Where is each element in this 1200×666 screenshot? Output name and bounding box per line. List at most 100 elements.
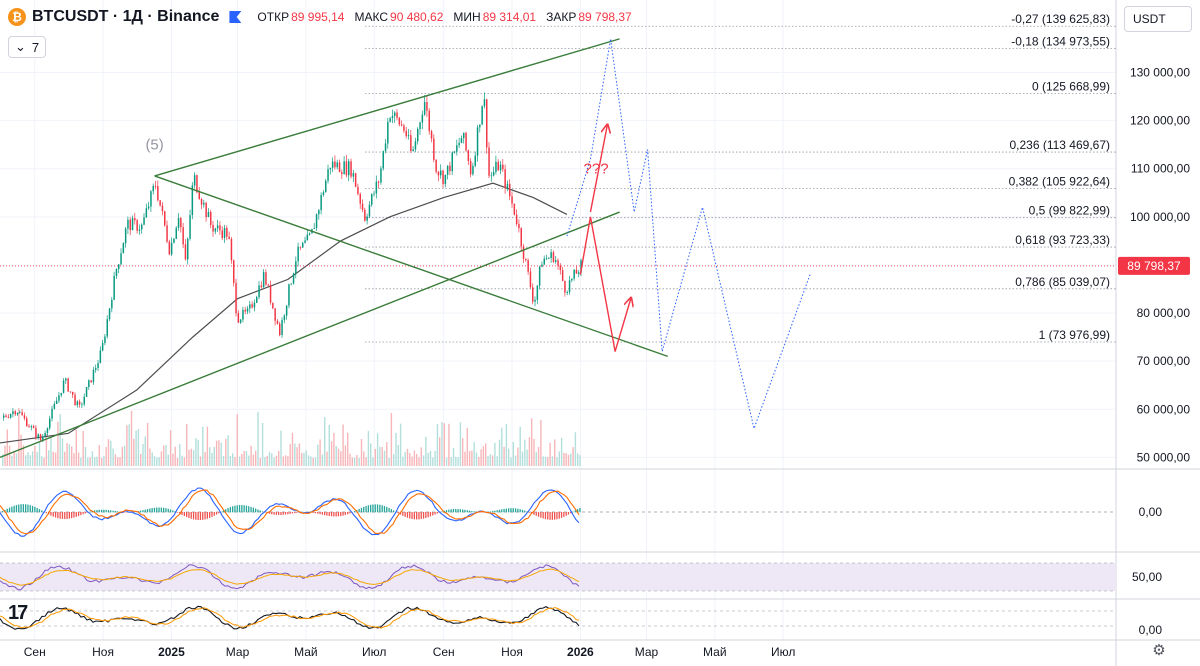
candle-body bbox=[5, 415, 7, 417]
volume-bar bbox=[420, 447, 422, 466]
histogram-bar bbox=[94, 510, 96, 513]
volume-bar bbox=[395, 432, 397, 466]
histogram-bar bbox=[342, 512, 344, 516]
volume-bar bbox=[551, 456, 554, 466]
volume-bar bbox=[524, 439, 526, 466]
histogram-bar bbox=[411, 512, 413, 520]
candle-body bbox=[465, 132, 467, 151]
histogram-bar bbox=[558, 512, 560, 519]
histogram-bar bbox=[353, 511, 356, 513]
forecast-blue-path bbox=[566, 38, 811, 431]
fib-level-label: 0,618 (93 723,33) bbox=[1015, 233, 1110, 247]
histogram-bar bbox=[340, 512, 342, 517]
histogram-bar bbox=[100, 509, 103, 513]
volume-bar bbox=[416, 454, 418, 466]
histogram-bar bbox=[234, 505, 236, 513]
histogram-bar bbox=[549, 512, 551, 520]
histogram-bar bbox=[190, 512, 192, 519]
candle-body bbox=[104, 336, 106, 344]
histogram-bar bbox=[383, 505, 386, 513]
candle-body bbox=[469, 160, 472, 175]
chart-annotation: ??? bbox=[584, 161, 609, 178]
histogram-bar bbox=[533, 512, 535, 515]
histogram-bar bbox=[471, 511, 473, 513]
histogram-bar bbox=[156, 507, 158, 513]
volume-bar bbox=[142, 443, 144, 466]
candle-body bbox=[60, 392, 62, 396]
volume-bar bbox=[261, 422, 264, 466]
candle-body bbox=[193, 175, 196, 186]
fib-level-label: 0,786 (85 039,07) bbox=[1015, 275, 1110, 289]
histogram-bar bbox=[517, 508, 519, 513]
candle-body bbox=[173, 238, 175, 243]
candle-body bbox=[463, 132, 465, 139]
candle-body bbox=[226, 227, 228, 237]
volume-bar bbox=[317, 444, 319, 466]
histogram-bar bbox=[540, 512, 542, 518]
volume-bar bbox=[112, 448, 114, 466]
candle-body bbox=[281, 320, 283, 335]
volume-bar bbox=[183, 457, 186, 466]
histogram-bar bbox=[335, 512, 337, 517]
candle-body bbox=[14, 411, 16, 415]
volume-bar bbox=[441, 422, 443, 466]
chart-annotation: (5) bbox=[145, 137, 163, 154]
time-tick-label: Май bbox=[294, 645, 318, 659]
volume-bar bbox=[257, 411, 259, 466]
price-tick-label: 60 000,00 bbox=[1137, 402, 1191, 416]
volume-bar bbox=[96, 456, 98, 466]
candle-body bbox=[187, 238, 189, 260]
volume-bar bbox=[199, 456, 202, 466]
volume-bar bbox=[386, 442, 388, 466]
time-tick-label: 2026 bbox=[567, 645, 594, 659]
candle-body bbox=[327, 169, 329, 181]
volume-bar bbox=[107, 439, 110, 466]
symbol-title[interactable]: BTCUSDT · 1Д · Binance bbox=[32, 8, 220, 25]
candle-body bbox=[39, 434, 42, 441]
tradingview-logo-icon: 17 bbox=[8, 602, 28, 624]
volume-bar bbox=[71, 446, 73, 466]
histogram-bar bbox=[112, 510, 114, 513]
candle-body bbox=[72, 391, 74, 395]
currency-selector[interactable]: USDT bbox=[1124, 6, 1192, 32]
histogram-bar bbox=[252, 507, 254, 513]
histogram-bar bbox=[68, 512, 70, 519]
price-tick-label: 70 000,00 bbox=[1137, 354, 1191, 368]
histogram-bar bbox=[59, 512, 61, 519]
histogram-bar bbox=[250, 506, 252, 513]
candle-body bbox=[350, 161, 352, 177]
price-tick-label: 110 000,00 bbox=[1131, 162, 1190, 176]
flag-icon[interactable] bbox=[229, 11, 242, 23]
volume-bar bbox=[427, 452, 429, 466]
histogram-bar bbox=[13, 505, 15, 513]
histogram-bar bbox=[425, 512, 427, 518]
candle-body bbox=[285, 305, 288, 316]
volume-bar bbox=[450, 457, 452, 466]
volume-bar bbox=[52, 451, 54, 466]
candle-body bbox=[315, 214, 318, 229]
price-tick-label: 100 000,00 bbox=[1130, 210, 1190, 224]
candle-body bbox=[99, 350, 102, 364]
candle-body bbox=[481, 106, 483, 125]
volume-bar bbox=[485, 443, 487, 466]
volume-bar bbox=[190, 448, 192, 466]
histogram-bar bbox=[271, 512, 273, 515]
volume-bar bbox=[250, 445, 252, 466]
candle-body bbox=[154, 185, 157, 187]
indicators-toggle-button[interactable]: ⌄ 7 bbox=[8, 36, 47, 58]
histogram-bar bbox=[140, 510, 142, 513]
symbol-legend: ₿ BTCUSDT · 1Д · Binance ОТКР 89 995,14 М… bbox=[8, 8, 636, 26]
volume-bar bbox=[232, 453, 234, 466]
histogram-bar bbox=[146, 509, 149, 513]
histogram-bar bbox=[556, 512, 558, 520]
time-tick-label: Июл bbox=[362, 645, 386, 659]
histogram-bar bbox=[409, 512, 411, 519]
candle-body bbox=[545, 258, 548, 260]
candle-body bbox=[509, 183, 511, 197]
volume-bar bbox=[266, 455, 268, 466]
candle-body bbox=[233, 260, 235, 283]
volume-bar bbox=[236, 414, 238, 466]
candle-body bbox=[90, 380, 92, 383]
gear-icon[interactable]: ⚙ bbox=[1152, 642, 1166, 659]
